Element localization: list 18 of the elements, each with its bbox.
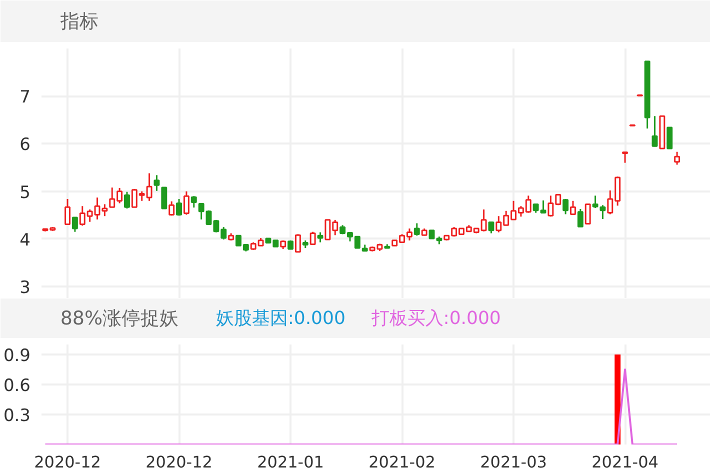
legend-label: 妖股基因:0.000 <box>216 308 346 329</box>
y-tick-label: 0.9 <box>3 346 31 366</box>
x-tick-label: 2020-12 <box>34 452 101 472</box>
chart-title: 指标 <box>59 10 98 32</box>
x-tick-label: 2020-12 <box>146 452 212 472</box>
y-tick-label: 3 <box>20 278 31 298</box>
y-tick-label: 0.3 <box>3 406 31 426</box>
x-tick-label: 2021-01 <box>257 452 324 472</box>
chart-title: 88%涨停捉妖 <box>60 308 179 330</box>
y-tick-label: 4 <box>20 230 31 250</box>
y-tick-label: 7 <box>20 88 31 108</box>
x-tick-label: 2021-02 <box>368 452 436 472</box>
y-tick-label: 5 <box>20 182 31 203</box>
y-tick-label: 6 <box>20 135 31 156</box>
text: 打板买入:0.000 <box>370 308 501 329</box>
y-tick-label: 0.6 <box>3 376 31 396</box>
x-tick-label: 2021-04 <box>592 452 658 472</box>
x-tick-label: 2021-03 <box>480 452 547 472</box>
